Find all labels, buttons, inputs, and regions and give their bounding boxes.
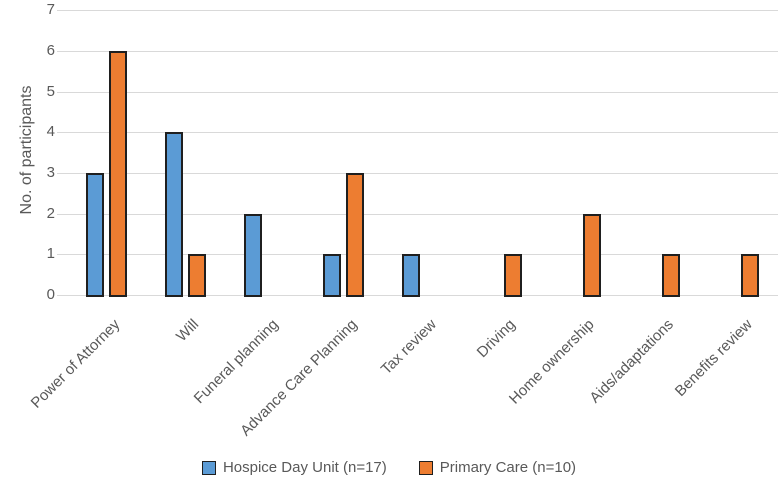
bar-primary [583,214,601,297]
bar-primary [346,173,364,297]
x-category-label: Home ownership [505,316,598,408]
y-axis-title: No. of participants [18,85,35,215]
gridline [57,172,778,174]
bar-primary [109,51,127,297]
x-category-label: Funeral planning [190,316,282,408]
x-category-label: Will [173,316,203,346]
legend-label: Primary Care (n=10) [439,459,577,476]
gridline [57,50,778,52]
y-tick-label: 2 [46,204,55,222]
y-tick-label: 4 [46,123,55,141]
bar-primary [662,254,680,297]
legend-label: Hospice Day Unit (n=17) [222,459,387,476]
gridline [57,10,778,12]
gridline [57,132,778,134]
y-tick-label: 3 [46,163,55,181]
bar-primary [504,254,522,297]
x-category-label: Tax review [377,316,440,379]
bar-hospice [86,173,104,297]
y-tick-label: 1 [46,245,55,263]
legend-swatch-icon [201,460,216,475]
x-category-label: Aids/adaptations [586,316,677,407]
gridline [57,91,778,93]
y-tick-label: 7 [46,1,55,19]
x-category-label: Benefits review [671,316,756,400]
legend-item: Primary Care (n=10) [418,459,577,476]
y-tick-label: 6 [46,41,55,59]
bar-hospice [402,254,420,297]
y-tick-label: 5 [46,82,55,100]
bar-hospice [165,132,183,297]
x-category-label: Power of Attorney [27,316,124,412]
legend-swatch-icon [418,460,433,475]
legend: Hospice Day Unit (n=17) Primary Care (n=1… [0,459,778,476]
x-category-label: Driving [473,316,519,362]
bar-primary [741,254,759,297]
legend-item: Hospice Day Unit (n=17) [201,459,387,476]
y-tick-label: 0 [46,286,55,303]
bar-hospice [323,254,341,297]
bar-hospice [244,214,262,297]
gridline [57,213,778,215]
bar-primary [188,254,206,297]
